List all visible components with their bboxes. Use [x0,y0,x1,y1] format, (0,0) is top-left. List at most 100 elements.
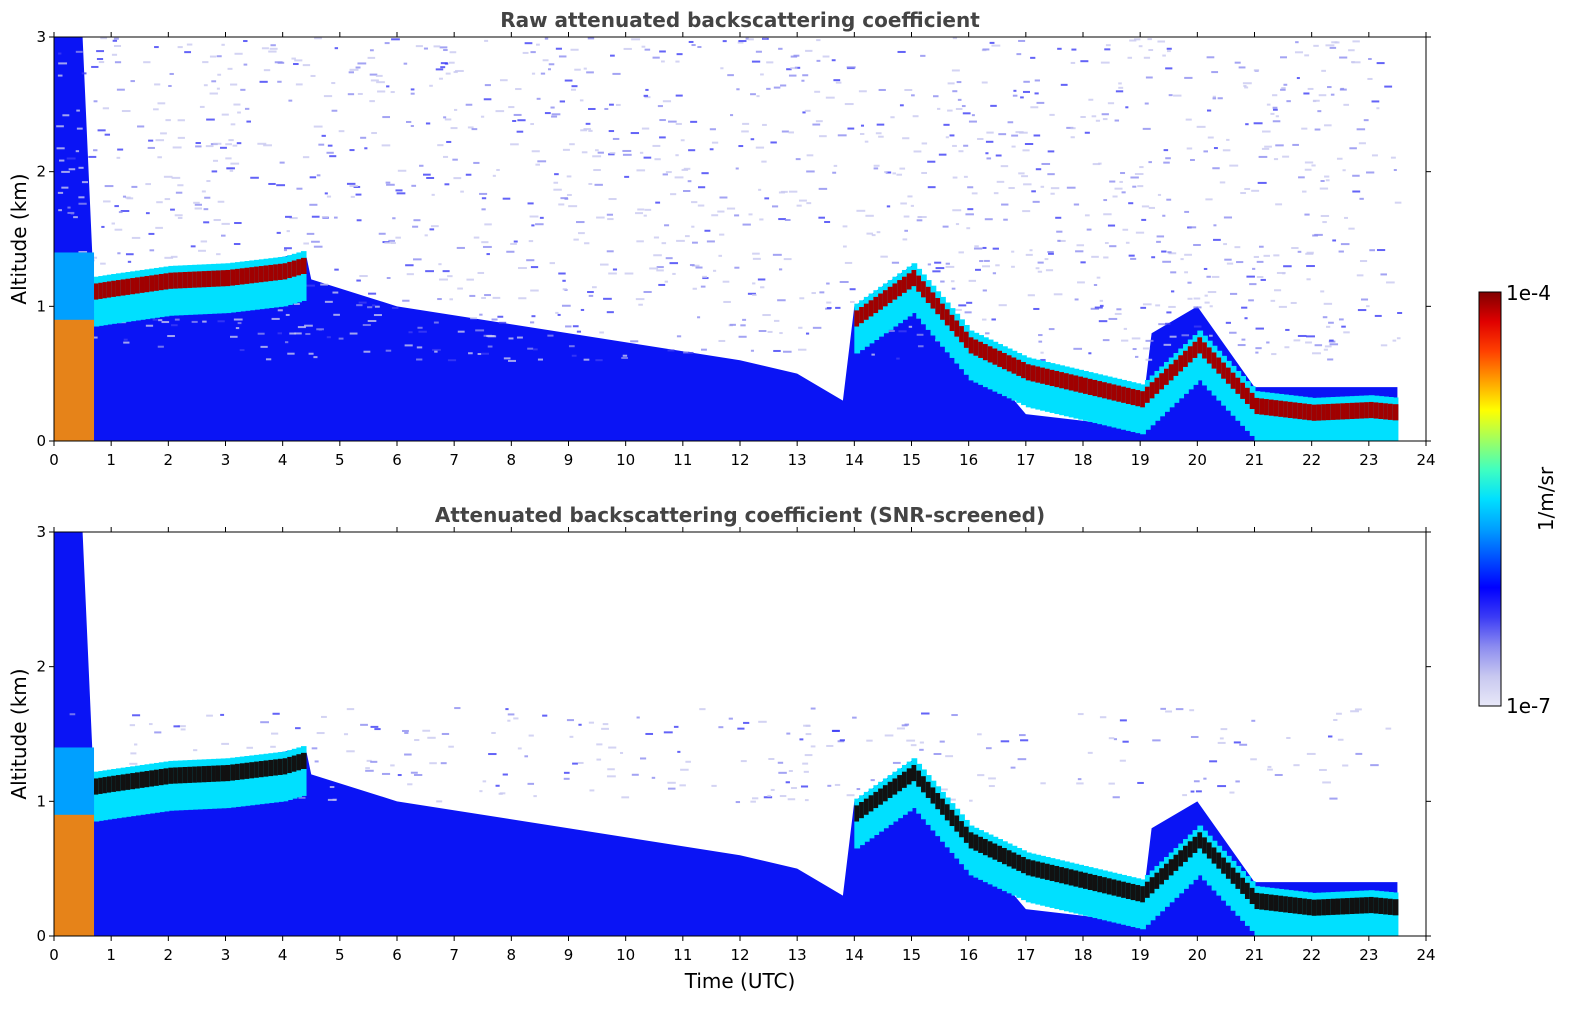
noise-mark [57,191,64,194]
cloud-halo [1102,375,1108,426]
noise-mark [664,280,669,283]
cloud-layer-core [873,791,880,809]
cloud-halo [144,269,151,320]
noise-mark [1302,190,1307,193]
noise-mark [432,348,441,351]
cloud-halo [1092,868,1099,919]
noise-mark [1128,254,1135,257]
noise-mark [770,788,775,791]
cloud-layer-core [1364,402,1370,419]
x-tick-label: 12 [730,451,749,469]
noise-mark [1272,120,1281,123]
noise-mark [722,280,730,283]
noise-mark [1225,321,1232,324]
noise-mark [718,339,726,342]
noise-mark [720,67,724,70]
noise-mark [233,318,243,321]
cloud-halo [1225,855,1232,906]
cloud-layer-core [1068,869,1075,886]
noise-mark [233,103,241,106]
cloud-layer-core [1111,879,1118,896]
noise-mark [1162,214,1166,217]
cloud-layer-core [173,767,179,784]
noise-mark [804,754,813,757]
cloud-layer-core [992,348,999,365]
cloud-halo [120,767,127,818]
noise-mark [945,265,955,268]
colorbar-scale [1478,291,1502,707]
noise-mark [240,88,246,91]
cloud-layer-core [1340,898,1347,915]
noise-mark [812,326,822,329]
cloud-halo [1102,870,1108,921]
cloud-halo [215,263,222,314]
heatmap-raw [54,37,1403,441]
noise-mark [294,59,303,62]
noise-mark [559,100,566,103]
noise-mark [496,168,500,171]
cloud-halo [106,769,113,820]
noise-mark [653,254,662,257]
noise-mark [920,54,926,57]
cloud-halo [982,832,989,883]
cloud-halo [139,269,146,320]
cloud-halo [1197,825,1204,876]
noise-mark [321,715,327,718]
noise-mark [216,87,220,90]
cloud-layer-core [854,805,861,822]
noise-mark [1229,292,1238,295]
cloud-halo [1278,888,1285,936]
x-tick-label: 10 [616,946,635,964]
noise-mark [1184,253,1192,256]
noise-mark [1096,276,1101,279]
noise-mark [588,721,595,724]
noise-mark [1073,203,1080,206]
noise-mark [1217,785,1227,788]
noise-mark [1144,102,1149,105]
cloud-layer-core [1092,379,1099,397]
noise-mark [1173,94,1182,97]
noise-mark [1121,339,1129,342]
noise-mark [533,795,537,798]
noise-mark [683,190,691,193]
noise-mark [1356,128,1366,131]
noise-mark [777,299,786,302]
noise-mark [235,327,240,330]
noise-mark [484,223,492,226]
noise-mark [1131,337,1141,340]
noise-mark [1099,304,1104,307]
noise-mark [347,93,355,96]
cloud-halo [1125,381,1132,431]
cloud-layer-core [225,764,232,782]
noise-mark [954,308,962,311]
cloud-layer-core [235,268,241,286]
noise-mark [1274,289,1282,292]
noise-mark [641,127,650,130]
noise-mark [333,216,338,219]
cloud-halo [1040,360,1046,411]
cloud-halo [863,791,870,842]
noise-mark [287,352,295,355]
cloud-halo [235,757,241,807]
noise-mark [569,735,574,738]
noise-mark [982,289,987,292]
noise-mark [932,270,941,273]
noise-mark [544,37,549,40]
noise-mark [303,242,309,245]
cloud-halo [220,263,227,314]
cloud-layer-core [291,755,298,772]
cloud-layer-core [139,771,146,788]
cloud-halo [1068,367,1075,418]
noise-mark [129,724,136,727]
noise-mark [443,155,449,158]
noise-mark [585,122,591,125]
noise-mark [875,132,882,135]
noise-mark [1237,344,1246,347]
noise-mark [636,240,644,243]
noise-mark [860,124,865,127]
noise-mark [607,218,614,221]
noise-mark [1166,311,1172,314]
cloud-layer-core [258,266,265,283]
noise-mark [984,259,990,262]
noise-mark [935,267,945,270]
